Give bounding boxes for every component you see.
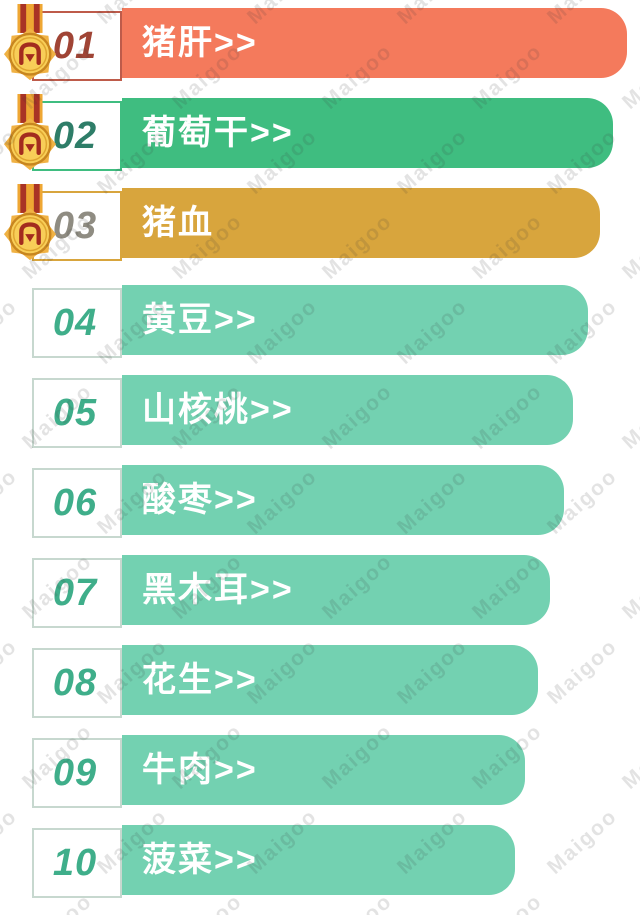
rank-bar[interactable]: 猪血 xyxy=(122,188,600,258)
rank-number-box: 10 xyxy=(32,828,122,898)
medal-monogram xyxy=(19,222,41,245)
food-label: 葡萄干>> xyxy=(142,114,294,152)
medal-icon xyxy=(3,184,57,261)
ranking-row: 08 花生>> xyxy=(0,645,640,718)
food-label: 牛肉>> xyxy=(142,751,258,789)
rank-bar[interactable]: 猪肝>> xyxy=(122,8,627,78)
medal-icon xyxy=(3,4,57,81)
ranking-row: 01 猪肝>> xyxy=(0,4,640,81)
rank-number: 09 xyxy=(52,751,98,794)
ranking-row: 04 黄豆>> xyxy=(0,285,640,358)
medal-monogram xyxy=(19,132,41,155)
food-label: 黑木耳>> xyxy=(142,571,294,609)
rank-number: 08 xyxy=(52,661,98,704)
food-label: 猪肝>> xyxy=(142,24,258,62)
rank-number: 01 xyxy=(52,24,98,67)
rank-number: 05 xyxy=(52,391,98,434)
medal-monogram xyxy=(19,42,41,65)
rank-number-box: 06 xyxy=(32,468,122,538)
rank-number-box: 05 xyxy=(32,378,122,448)
ranking-row: 06 酸枣>> xyxy=(0,465,640,538)
food-label: 菠菜>> xyxy=(142,841,258,879)
ranking-row: 03 猪血 xyxy=(0,184,640,261)
medal-face xyxy=(8,212,52,256)
rank-bar[interactable]: 葡萄干>> xyxy=(122,98,613,168)
rank-bar[interactable]: 菠菜>> xyxy=(122,825,515,895)
rank-bar[interactable]: 黑木耳>> xyxy=(122,555,550,625)
ranking-row: 05 山核桃>> xyxy=(0,375,640,448)
rank-number-box: 07 xyxy=(32,558,122,628)
food-label: 酸枣>> xyxy=(142,481,258,519)
rank-number: 04 xyxy=(52,301,98,344)
food-label: 黄豆>> xyxy=(142,301,258,339)
ranking-row: 02 葡萄干>> xyxy=(0,94,640,171)
medal-icon xyxy=(3,94,57,171)
rank-number-box: 04 xyxy=(32,288,122,358)
rank-bar[interactable]: 花生>> xyxy=(122,645,538,715)
food-label: 山核桃>> xyxy=(142,391,294,429)
rank-bar[interactable]: 山核桃>> xyxy=(122,375,573,445)
medal-face xyxy=(8,122,52,166)
ranking-row: 10 菠菜>> xyxy=(0,825,640,898)
rank-number-box: 09 xyxy=(32,738,122,808)
rank-number: 07 xyxy=(52,571,98,614)
rank-bar[interactable]: 酸枣>> xyxy=(122,465,564,535)
rank-bar[interactable]: 牛肉>> xyxy=(122,735,525,805)
rank-number-box: 08 xyxy=(32,648,122,718)
food-label: 花生>> xyxy=(142,661,258,699)
rank-number: 06 xyxy=(52,481,98,524)
rank-number: 03 xyxy=(52,204,98,247)
rank-bar[interactable]: 黄豆>> xyxy=(122,285,588,355)
rank-number: 10 xyxy=(52,841,98,884)
food-label: 猪血 xyxy=(142,204,214,242)
ranking-row: 07 黑木耳>> xyxy=(0,555,640,628)
ranking-row: 09 牛肉>> xyxy=(0,735,640,808)
rank-number: 02 xyxy=(52,114,98,157)
